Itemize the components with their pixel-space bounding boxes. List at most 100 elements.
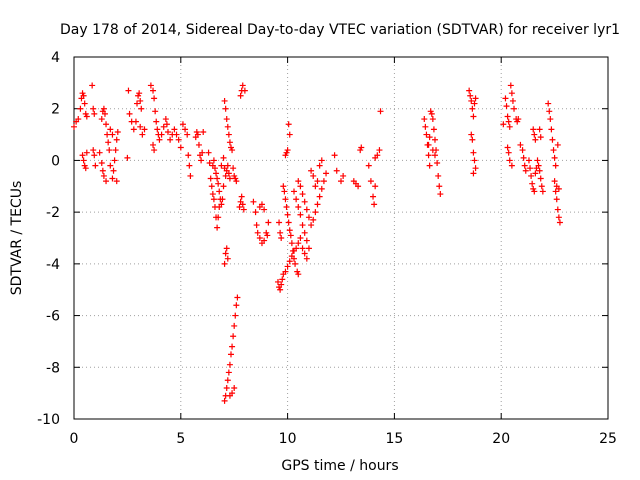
data-point — [225, 131, 232, 138]
data-point — [470, 113, 477, 120]
data-point — [208, 183, 215, 190]
data-point — [507, 82, 514, 89]
data-point — [113, 178, 120, 185]
data-point — [167, 136, 174, 143]
x-tick-labels: 0 5 10 15 20 25 — [70, 431, 617, 447]
data-point — [91, 110, 98, 117]
data-point — [222, 250, 229, 257]
data-point — [310, 216, 317, 223]
data-point — [164, 128, 171, 135]
data-point — [126, 110, 133, 117]
data-point — [291, 255, 298, 262]
data-point — [301, 250, 308, 257]
data-point — [83, 149, 90, 156]
data-point — [547, 116, 554, 123]
data-point — [285, 121, 292, 128]
data-point — [538, 183, 545, 190]
data-point — [237, 92, 244, 99]
data-point — [171, 126, 178, 133]
data-point — [236, 203, 243, 210]
data-point — [374, 152, 381, 159]
tick-marks — [73, 56, 609, 420]
data-point — [283, 203, 290, 210]
data-point — [291, 188, 298, 195]
x-tick-label: 25 — [599, 431, 617, 447]
data-point — [556, 219, 563, 226]
data-point — [314, 201, 321, 208]
data-point — [301, 229, 308, 236]
y-tick-label: -6 — [46, 309, 60, 325]
data-point — [320, 178, 327, 185]
data-point — [107, 126, 114, 133]
data-point — [223, 384, 230, 391]
data-point — [297, 211, 304, 218]
data-point — [224, 162, 231, 169]
data-point — [82, 165, 89, 172]
data-point — [105, 139, 112, 146]
data-point — [253, 222, 260, 229]
data-point — [426, 162, 433, 169]
data-point — [138, 105, 145, 112]
data-point — [468, 131, 475, 138]
data-point — [467, 92, 474, 99]
data-point — [229, 343, 236, 350]
data-point — [187, 172, 194, 179]
data-point — [90, 105, 97, 112]
data-point — [316, 162, 323, 169]
data-point — [224, 255, 231, 262]
data-point — [312, 183, 319, 190]
data-point — [331, 152, 338, 159]
data-point — [470, 149, 477, 156]
data-point — [240, 206, 247, 213]
data-point — [230, 333, 237, 340]
data-point — [428, 110, 435, 117]
data-point — [293, 245, 300, 252]
data-point — [289, 247, 296, 254]
data-point — [305, 245, 312, 252]
data-point — [225, 369, 232, 376]
data-point — [505, 149, 512, 156]
data-point — [500, 121, 507, 128]
data-point — [295, 240, 302, 247]
data-point — [295, 271, 302, 278]
data-point — [284, 147, 291, 154]
data-point — [323, 170, 330, 177]
y-tick-label: 4 — [51, 50, 60, 66]
data-point — [528, 172, 535, 179]
y-tick-label: 2 — [51, 102, 60, 118]
data-point — [314, 178, 321, 185]
y-tick-labels: -10 -8 -6 -4 -2 0 2 4 — [37, 50, 60, 428]
data-point — [502, 95, 509, 102]
data-point — [532, 170, 539, 177]
data-point — [150, 87, 157, 94]
data-point — [151, 95, 158, 102]
data-point — [80, 92, 87, 99]
data-point — [421, 116, 428, 123]
data-point — [278, 235, 285, 241]
data-point — [147, 82, 154, 89]
data-point — [264, 232, 271, 239]
data-point — [186, 162, 193, 169]
data-point — [130, 126, 137, 133]
y-tick-label: -4 — [46, 257, 60, 273]
data-point — [517, 141, 524, 148]
data-point — [223, 116, 230, 123]
data-point — [527, 165, 534, 172]
data-point — [226, 175, 233, 182]
data-point — [252, 209, 259, 216]
data-point — [515, 116, 522, 123]
data-point — [471, 157, 478, 164]
data-point — [277, 286, 284, 293]
data-point — [101, 110, 108, 117]
data-point — [99, 167, 106, 174]
data-point — [215, 180, 222, 187]
data-point — [81, 100, 88, 107]
data-point — [71, 123, 77, 130]
data-point — [299, 191, 306, 198]
data-point — [199, 149, 206, 156]
data-point — [254, 229, 261, 236]
data-point — [468, 97, 475, 104]
data-point — [223, 245, 230, 252]
data-point — [550, 147, 557, 154]
